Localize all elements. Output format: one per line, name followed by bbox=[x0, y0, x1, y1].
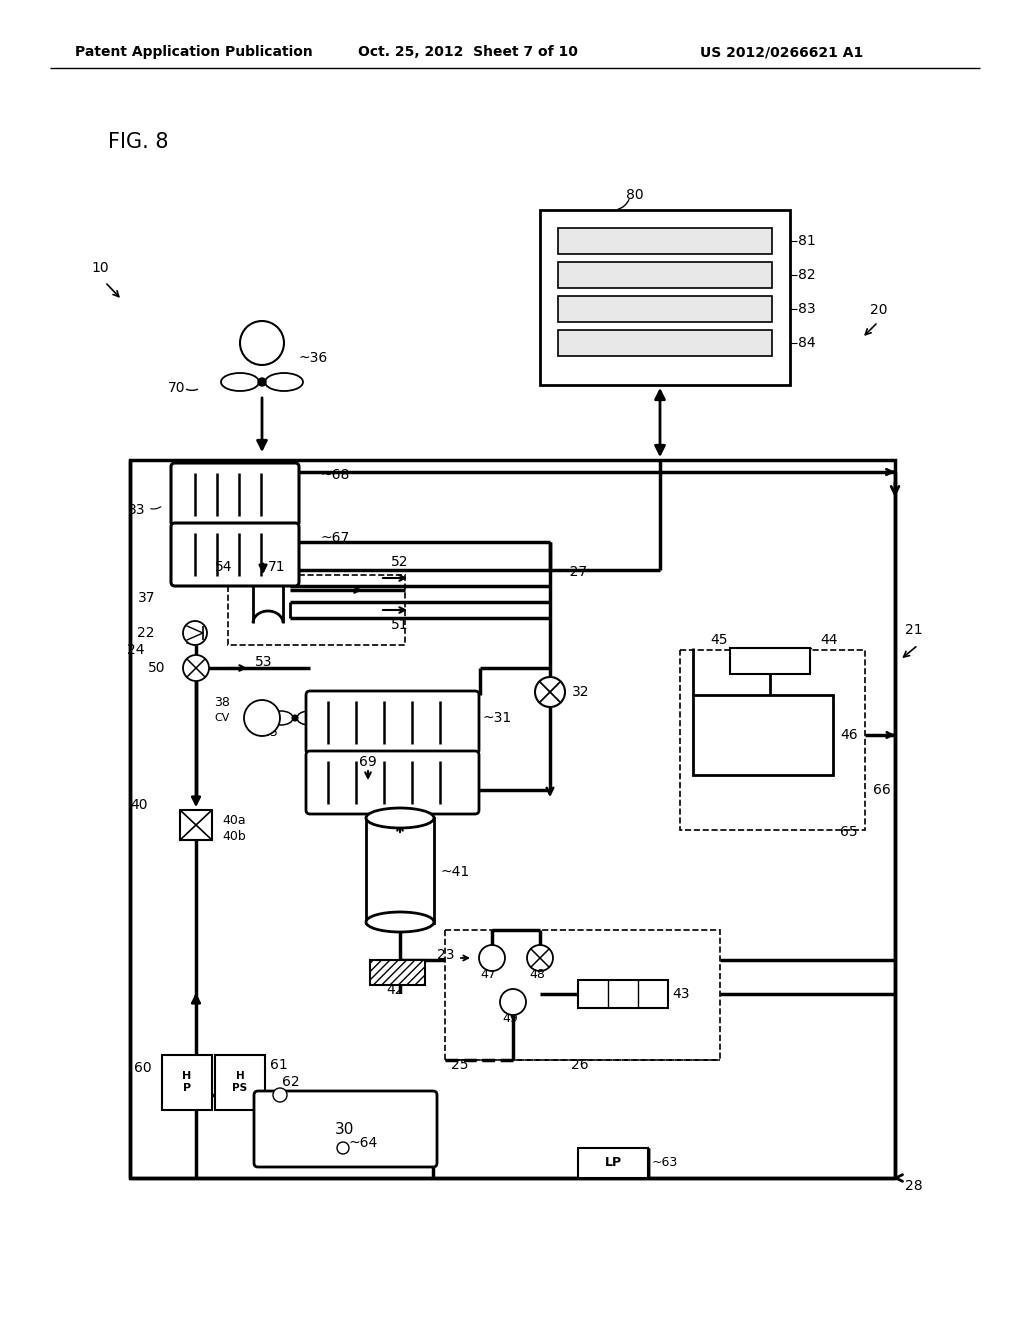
Circle shape bbox=[527, 945, 553, 972]
Bar bbox=[162, 1055, 212, 1110]
Text: 25: 25 bbox=[452, 1059, 469, 1072]
Text: 44: 44 bbox=[820, 634, 838, 647]
Text: 40: 40 bbox=[130, 799, 148, 812]
Bar bbox=[228, 576, 406, 645]
Text: 21: 21 bbox=[905, 623, 923, 638]
Circle shape bbox=[337, 1142, 349, 1154]
Text: 47: 47 bbox=[480, 969, 496, 982]
Text: ~64: ~64 bbox=[348, 1137, 377, 1150]
Text: 62: 62 bbox=[282, 1074, 300, 1089]
Ellipse shape bbox=[366, 912, 434, 932]
Bar bbox=[540, 210, 790, 385]
Bar bbox=[215, 1055, 265, 1110]
Text: Patent Application Publication: Patent Application Publication bbox=[75, 45, 312, 59]
FancyBboxPatch shape bbox=[171, 463, 299, 525]
Circle shape bbox=[479, 945, 505, 972]
Text: ~63: ~63 bbox=[652, 1156, 678, 1170]
Text: 20: 20 bbox=[870, 304, 888, 317]
Bar bbox=[558, 261, 772, 288]
Circle shape bbox=[500, 989, 526, 1015]
Circle shape bbox=[273, 1088, 287, 1102]
Bar bbox=[558, 296, 772, 322]
Text: 26: 26 bbox=[571, 1059, 589, 1072]
Text: H
PS: H PS bbox=[232, 1072, 248, 1093]
Circle shape bbox=[183, 620, 207, 645]
Text: ~67: ~67 bbox=[319, 531, 349, 545]
Text: 70: 70 bbox=[168, 381, 185, 395]
Text: 48: 48 bbox=[529, 969, 545, 982]
Circle shape bbox=[244, 700, 280, 737]
FancyBboxPatch shape bbox=[254, 1092, 437, 1167]
FancyBboxPatch shape bbox=[171, 523, 299, 586]
Circle shape bbox=[258, 378, 266, 385]
Text: 80: 80 bbox=[627, 187, 644, 202]
Text: ~36: ~36 bbox=[298, 351, 328, 366]
Text: 49: 49 bbox=[502, 1011, 518, 1024]
Text: ~27: ~27 bbox=[558, 565, 587, 579]
Bar bbox=[558, 228, 772, 253]
Text: 82: 82 bbox=[798, 268, 816, 282]
Text: 40a: 40a bbox=[222, 813, 246, 826]
Text: LP: LP bbox=[604, 1156, 622, 1170]
Text: M: M bbox=[256, 337, 268, 350]
Text: 52: 52 bbox=[391, 554, 409, 569]
Text: 83: 83 bbox=[798, 302, 816, 315]
Text: 10: 10 bbox=[91, 261, 109, 275]
Bar bbox=[130, 459, 895, 1177]
Text: 61: 61 bbox=[270, 1059, 288, 1072]
Bar bbox=[730, 648, 810, 675]
Text: 53: 53 bbox=[255, 655, 272, 669]
Text: ~41: ~41 bbox=[440, 865, 469, 879]
Text: 69: 69 bbox=[359, 755, 377, 770]
Text: 33: 33 bbox=[128, 503, 145, 517]
Text: 50: 50 bbox=[147, 661, 165, 675]
Text: 40b: 40b bbox=[222, 829, 246, 842]
Text: 35: 35 bbox=[262, 726, 278, 739]
Text: 24: 24 bbox=[128, 643, 145, 657]
Text: 22: 22 bbox=[137, 626, 155, 640]
FancyBboxPatch shape bbox=[306, 751, 479, 814]
Text: 37: 37 bbox=[137, 591, 155, 605]
Text: FIG. 8: FIG. 8 bbox=[108, 132, 169, 152]
Text: 54: 54 bbox=[214, 560, 232, 574]
Circle shape bbox=[183, 655, 209, 681]
Text: 32: 32 bbox=[572, 685, 590, 700]
Text: 46: 46 bbox=[840, 729, 858, 742]
Text: ~68: ~68 bbox=[319, 469, 349, 482]
Bar bbox=[445, 931, 720, 1060]
Text: H
P: H P bbox=[182, 1072, 191, 1093]
Text: M: M bbox=[256, 713, 267, 723]
Circle shape bbox=[292, 715, 298, 721]
Bar bbox=[680, 649, 865, 830]
Text: 30: 30 bbox=[335, 1122, 354, 1137]
Text: 43: 43 bbox=[672, 987, 689, 1001]
Circle shape bbox=[535, 677, 565, 708]
Text: 28: 28 bbox=[905, 1179, 923, 1193]
Text: US 2012/0266621 A1: US 2012/0266621 A1 bbox=[700, 45, 863, 59]
Circle shape bbox=[240, 321, 284, 366]
Bar bbox=[693, 696, 833, 775]
Text: 84: 84 bbox=[798, 337, 816, 350]
Text: 51: 51 bbox=[391, 618, 409, 632]
Text: 71: 71 bbox=[268, 560, 286, 574]
Text: 66: 66 bbox=[873, 783, 891, 797]
Text: 38: 38 bbox=[214, 696, 230, 709]
Text: Oct. 25, 2012  Sheet 7 of 10: Oct. 25, 2012 Sheet 7 of 10 bbox=[358, 45, 578, 59]
Text: CV: CV bbox=[215, 713, 230, 723]
Bar bbox=[370, 960, 425, 985]
Text: 65: 65 bbox=[840, 825, 858, 840]
Bar bbox=[180, 810, 212, 840]
Bar bbox=[578, 979, 668, 1008]
Bar bbox=[366, 818, 434, 923]
Text: 42: 42 bbox=[386, 983, 403, 997]
Text: 60: 60 bbox=[134, 1061, 152, 1074]
Text: 81: 81 bbox=[798, 234, 816, 248]
FancyBboxPatch shape bbox=[306, 690, 479, 754]
Text: 23: 23 bbox=[437, 948, 455, 962]
Text: 45: 45 bbox=[711, 634, 728, 647]
Bar bbox=[578, 1148, 648, 1177]
Bar bbox=[558, 330, 772, 356]
Ellipse shape bbox=[366, 808, 434, 828]
Text: ~31: ~31 bbox=[483, 711, 512, 725]
